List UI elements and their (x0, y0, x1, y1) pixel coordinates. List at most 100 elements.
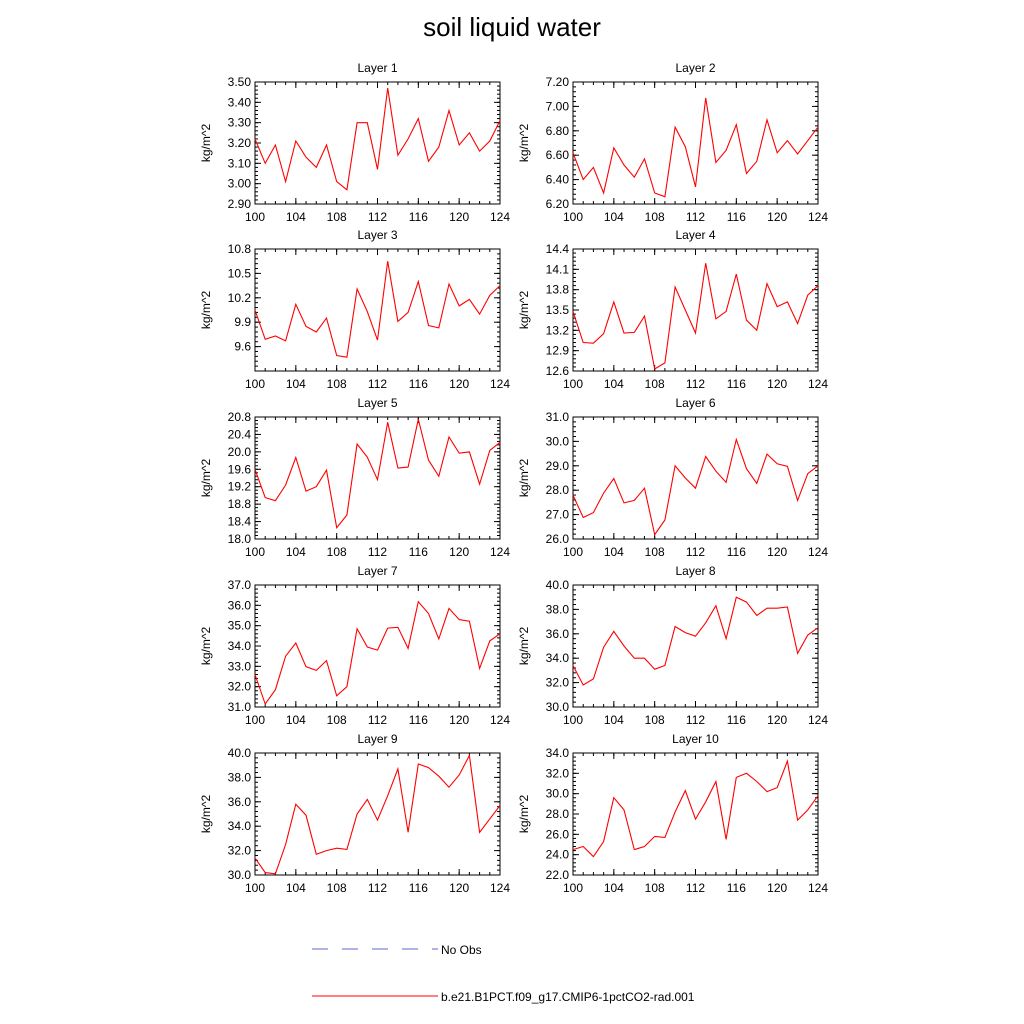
y-tick-label: 13.2 (546, 323, 570, 337)
panel-layer-4: 100 104 108 112 116 120 124 12.6 12.9 13.2 13.5 13.… (517, 228, 828, 391)
y-tick-label: 3.00 (228, 177, 252, 191)
series-line (572, 97, 819, 198)
y-axis-label: kg/m^2 (199, 627, 213, 666)
y-tick-label: 12.9 (546, 344, 570, 358)
x-tick-label: 120 (767, 210, 787, 224)
x-tick-label: 104 (286, 881, 306, 895)
x-tick-label: 100 (245, 210, 265, 224)
panel-layer-5: 100 104 108 112 116 120 124 18.0 18.4 18.8 19.2 19.… (199, 396, 510, 559)
panel-layer-9: 100 104 108 112 116 120 124 30.0 32.0 34.0 36.0 38.… (199, 732, 510, 895)
x-tick-label: 116 (727, 545, 746, 559)
y-tick-label: 10.5 (228, 266, 252, 280)
x-tick-label: 104 (286, 377, 306, 391)
plot-frame (254, 416, 501, 540)
series-line (254, 600, 501, 706)
x-tick-label: 100 (563, 881, 583, 895)
series-line (572, 596, 819, 686)
y-axis-label: kg/m^2 (199, 795, 213, 834)
y-tick-label: 32.0 (546, 676, 570, 690)
series-line (254, 261, 501, 358)
y-axis-label: kg/m^2 (517, 291, 531, 330)
x-tick-label: 104 (604, 210, 624, 224)
plot-frame (572, 81, 819, 205)
y-tick-label: 14.4 (546, 242, 570, 256)
y-tick-label: 18.0 (228, 532, 252, 546)
x-tick-label: 108 (645, 713, 665, 727)
y-tick-label: 6.80 (546, 124, 570, 138)
x-tick-label: 108 (645, 377, 665, 391)
x-tick-label: 124 (808, 545, 828, 559)
y-tick-label: 3.10 (228, 156, 252, 170)
y-tick-label: 6.60 (546, 148, 570, 162)
panel-title: Layer 2 (675, 61, 715, 75)
x-tick-label: 112 (368, 210, 387, 224)
y-tick-label: 2.90 (228, 197, 252, 211)
y-tick-label: 20.4 (228, 427, 252, 441)
panel-layer-2: 100 104 108 112 116 120 124 6.20 6.40 6.60 6.80 7.0… (517, 61, 828, 224)
y-axis-label: kg/m^2 (199, 124, 213, 163)
x-tick-label: 100 (245, 545, 265, 559)
y-tick-label: 27.0 (546, 508, 570, 522)
x-tick-label: 100 (245, 377, 265, 391)
panel-layer-8: 100 104 108 112 116 120 124 30.0 32.0 34.0 36.0 38.… (517, 564, 828, 727)
x-tick-label: 124 (808, 713, 828, 727)
x-tick-label: 112 (686, 210, 705, 224)
y-tick-label: 18.4 (228, 515, 252, 529)
y-tick-label: 34.0 (546, 651, 570, 665)
x-tick-label: 104 (286, 545, 306, 559)
y-tick-label: 6.20 (546, 197, 570, 211)
x-tick-label: 124 (808, 881, 828, 895)
y-tick-label: 19.2 (228, 480, 252, 494)
y-tick-label: 28.0 (546, 807, 570, 821)
x-tick-label: 112 (686, 545, 705, 559)
x-tick-label: 112 (686, 881, 705, 895)
x-tick-label: 100 (563, 210, 583, 224)
y-tick-label: 28.0 (546, 483, 570, 497)
x-tick-label: 108 (327, 881, 347, 895)
y-tick-label: 22.0 (546, 868, 570, 882)
y-tick-label: 14.1 (546, 262, 570, 276)
panel-title: Layer 6 (675, 396, 715, 410)
x-tick-label: 120 (449, 377, 469, 391)
x-tick-label: 116 (409, 377, 428, 391)
y-tick-label: 37.0 (228, 578, 252, 592)
panel-layer-10: 100 104 108 112 116 120 124 22.0 24.0 26.0 28.0 30.… (517, 732, 828, 895)
y-axis-label: kg/m^2 (199, 459, 213, 498)
plot-frame (254, 752, 501, 876)
x-tick-label: 120 (767, 545, 787, 559)
x-tick-label: 108 (645, 210, 665, 224)
y-tick-label: 36.0 (228, 598, 252, 612)
y-tick-label: 30.0 (546, 700, 570, 714)
y-tick-label: 6.40 (546, 173, 570, 187)
x-tick-label: 108 (327, 210, 347, 224)
plot-frame (572, 752, 819, 876)
series-line (572, 263, 819, 370)
x-tick-label: 100 (563, 713, 583, 727)
y-tick-label: 34.0 (228, 639, 252, 653)
x-tick-label: 120 (449, 545, 469, 559)
y-tick-label: 36.0 (546, 627, 570, 641)
panel-title: Layer 7 (357, 564, 397, 578)
x-tick-label: 124 (490, 377, 510, 391)
x-tick-label: 120 (767, 377, 787, 391)
plot-frame (254, 584, 501, 708)
y-tick-label: 35.0 (228, 619, 252, 633)
x-tick-label: 116 (727, 881, 746, 895)
x-tick-label: 124 (808, 377, 828, 391)
x-tick-label: 104 (604, 713, 624, 727)
panel-layer-7: 100 104 108 112 116 120 124 31.0 32.0 33.0 34.0 35.… (199, 564, 510, 727)
series-line (572, 759, 819, 858)
plot-frame (572, 248, 819, 372)
y-tick-label: 32.0 (546, 766, 570, 780)
x-tick-label: 120 (767, 713, 787, 727)
x-tick-label: 100 (245, 713, 265, 727)
y-tick-label: 38.0 (228, 770, 252, 784)
series-line (572, 437, 819, 536)
x-tick-label: 108 (327, 545, 347, 559)
y-tick-label: 32.0 (228, 680, 252, 694)
y-tick-label: 20.8 (228, 410, 252, 424)
x-tick-label: 120 (449, 881, 469, 895)
y-tick-label: 13.5 (546, 303, 570, 317)
x-tick-label: 104 (604, 881, 624, 895)
y-tick-label: 9.6 (234, 340, 251, 354)
